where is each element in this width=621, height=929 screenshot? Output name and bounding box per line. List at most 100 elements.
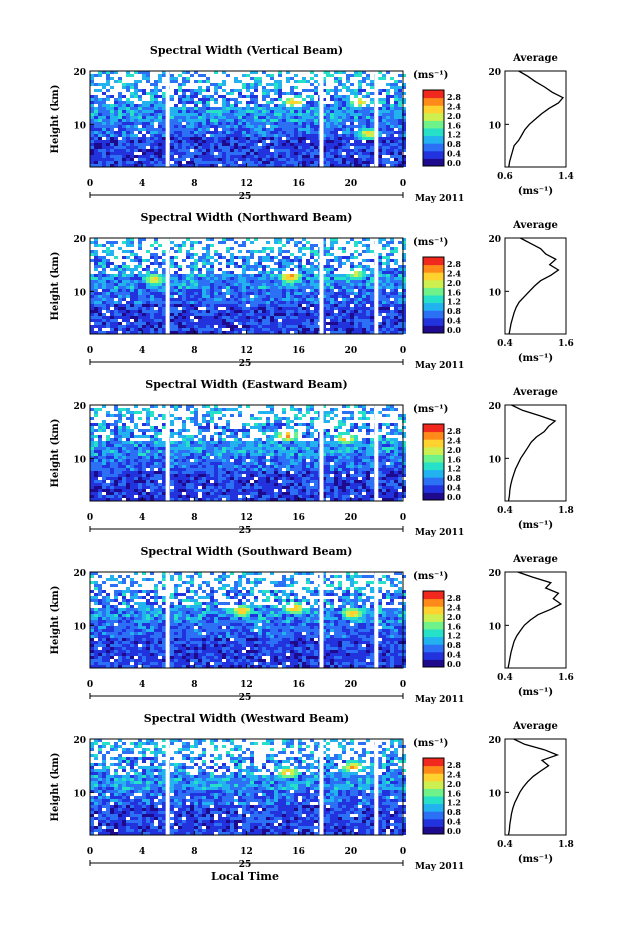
heatmap-cell [194, 498, 198, 501]
heatmap-cell [190, 441, 194, 444]
heatmap-cell [330, 140, 334, 143]
heatmap-cell [226, 104, 230, 107]
heatmap-cell [198, 295, 202, 298]
heatmap-cell [234, 143, 238, 146]
heatmap-cell [394, 86, 398, 89]
heatmap-cell [294, 244, 298, 247]
heatmap-cell [402, 271, 406, 274]
heatmap-cell [334, 292, 338, 295]
heatmap-cell [138, 122, 142, 125]
heatmap-cell [202, 414, 206, 417]
heatmap-cell [234, 328, 238, 331]
heatmap-cell [282, 92, 286, 95]
heatmap-cell [218, 301, 222, 304]
heatmap-cell [146, 271, 150, 274]
heatmap-cell [114, 328, 118, 331]
heatmap-cell [330, 310, 334, 313]
heatmap-cell [270, 83, 274, 86]
heatmap-cell [138, 465, 142, 468]
heatmap-cell [346, 95, 350, 98]
heatmap-cell [398, 158, 402, 161]
heatmap-cell [354, 71, 358, 74]
heatmap-cell [150, 119, 154, 122]
heatmap-cell [126, 125, 130, 128]
heatmap-cell [174, 256, 178, 259]
heatmap-cell [102, 274, 106, 277]
heatmap-cell [142, 498, 146, 501]
heatmap-cell [114, 131, 118, 134]
heatmap-cell [186, 128, 190, 131]
heatmap-cell [102, 122, 106, 125]
average-x-tick-label: 1.6 [558, 339, 574, 349]
heatmap-cell [298, 155, 302, 158]
heatmap-cell [250, 250, 254, 253]
heatmap-cell [114, 325, 118, 328]
heatmap-cell [170, 405, 174, 408]
heatmap-cell [398, 265, 402, 268]
heatmap-cell [102, 113, 106, 116]
heatmap-cell [206, 331, 210, 334]
heatmap-cell [390, 241, 394, 244]
heatmap-cell [266, 110, 270, 113]
heatmap-cell [358, 128, 362, 131]
heatmap-cell [306, 149, 310, 152]
heatmap-cell [402, 277, 406, 280]
heatmap-cell [146, 164, 150, 167]
heatmap-cell [306, 313, 310, 316]
heatmap-cell [106, 241, 110, 244]
heatmap-cell [170, 316, 174, 319]
heatmap-cell [202, 125, 206, 128]
heatmap-cell [198, 113, 202, 116]
heatmap-cell [154, 143, 158, 146]
heatmap-cell [142, 429, 146, 432]
heatmap-cell [182, 474, 186, 477]
heatmap-cell [306, 113, 310, 116]
heatmap-cell [326, 253, 330, 256]
heatmap-cell [90, 110, 94, 113]
heatmap-cell [142, 489, 146, 492]
heatmap-cell [122, 492, 126, 495]
heatmap-cell [298, 107, 302, 110]
heatmap-cell [162, 417, 166, 420]
heatmap-cell [154, 95, 158, 98]
heatmap-cell [134, 325, 138, 328]
heatmap-cell [314, 280, 318, 283]
heatmap-cell [362, 250, 366, 253]
heatmap-cell [146, 477, 150, 480]
heatmap-cell [182, 423, 186, 426]
heatmap-cell [162, 414, 166, 417]
heatmap-cell [126, 137, 130, 140]
heatmap-cell [246, 86, 250, 89]
heatmap-cell [94, 444, 98, 447]
heatmap-cell [286, 280, 290, 283]
heatmap-cell [134, 331, 138, 334]
heatmap-cell [242, 161, 246, 164]
heatmap-cell [306, 286, 310, 289]
heatmap-cell [182, 83, 186, 86]
heatmap-cell [154, 80, 158, 83]
heatmap-cell [314, 116, 318, 119]
heatmap-cell [282, 149, 286, 152]
heatmap-cell [214, 155, 218, 158]
heatmap-cell [130, 322, 134, 325]
heatmap-cell [314, 298, 318, 301]
heatmap-cell [90, 274, 94, 277]
heatmap-cell [230, 262, 234, 265]
heatmap-cell [258, 313, 262, 316]
heatmap-cell [342, 140, 346, 143]
heatmap-cell [246, 250, 250, 253]
heatmap-cell [258, 158, 262, 161]
heatmap-cell [162, 298, 166, 301]
heatmap-cell [262, 277, 266, 280]
heatmap-cell [314, 164, 318, 167]
heatmap-cell [266, 301, 270, 304]
heatmap-cell [150, 101, 154, 104]
heatmap-cell [366, 310, 370, 313]
heatmap-cell [378, 259, 382, 262]
heatmap-cell [138, 140, 142, 143]
heatmap-cell [106, 283, 110, 286]
heatmap-cell [310, 295, 314, 298]
heatmap-cell [194, 447, 198, 450]
heatmap-cell [174, 131, 178, 134]
heatmap-cell [102, 119, 106, 122]
